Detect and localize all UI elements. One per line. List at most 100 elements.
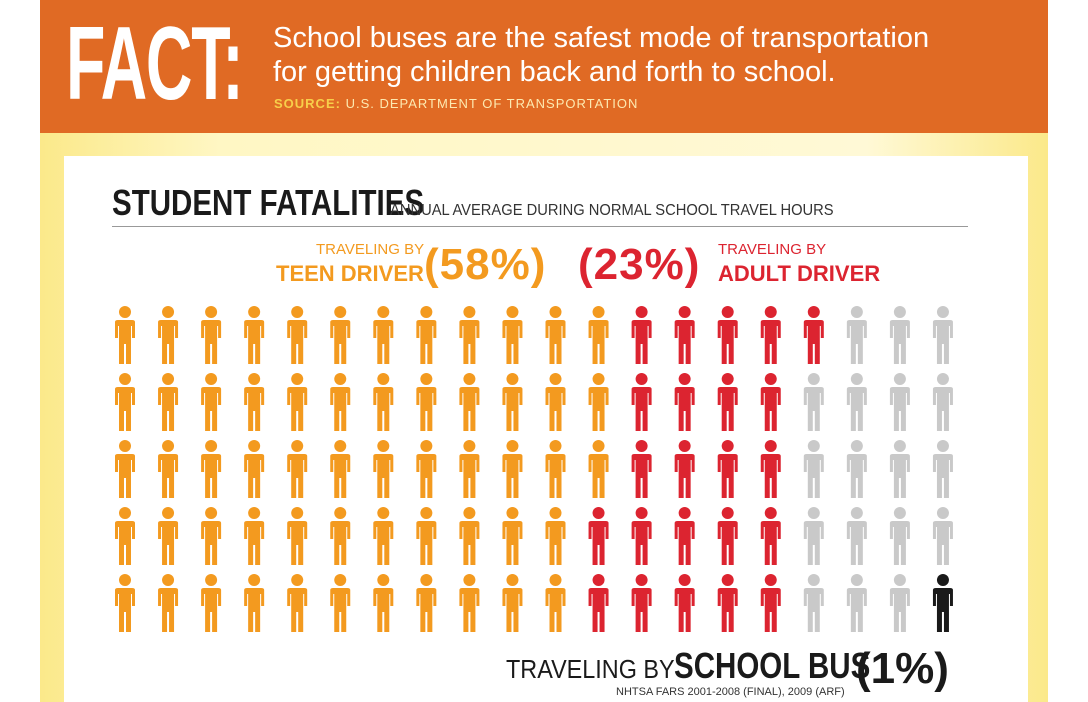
fact-banner — [40, 0, 1048, 133]
person-icon-teen-driver — [330, 373, 351, 431]
data-source-note: NHTSA FARS 2001-2008 (FINAL), 2009 (ARF) — [616, 686, 845, 698]
title-divider — [112, 226, 968, 227]
person-icon-teen-driver — [158, 507, 179, 565]
person-icon-teen-driver — [330, 440, 351, 498]
fact-heading: FACT: — [66, 6, 244, 122]
person-icon-teen-driver — [244, 440, 265, 498]
person-icon-teen-driver — [545, 306, 566, 364]
person-icon-teen-driver — [201, 373, 222, 431]
person-icon-teen-driver — [244, 306, 265, 364]
person-icon-adult-driver — [717, 440, 738, 498]
person-icon-teen-driver — [201, 574, 222, 632]
person-icon-adult-driver — [760, 306, 781, 364]
fact-statement: School buses are the safest mode of tran… — [273, 21, 1013, 89]
person-icon-other — [846, 440, 867, 498]
chart-subtitle: ANNUAL AVERAGE DURING NORMAL SCHOOL TRAV… — [390, 202, 834, 219]
person-icon-teen-driver — [373, 507, 394, 565]
bus-prefix: TRAVELING BY — [506, 654, 675, 684]
person-icon-teen-driver — [588, 440, 609, 498]
person-icon-teen-driver — [588, 306, 609, 364]
person-icon-teen-driver — [416, 440, 437, 498]
fact-source: SOURCE: U.S. DEPARTMENT OF TRANSPORTATIO… — [274, 96, 638, 111]
person-icon-teen-driver — [416, 373, 437, 431]
person-icon-teen-driver — [287, 574, 308, 632]
person-icon-other — [932, 440, 953, 498]
person-icon-adult-driver — [674, 440, 695, 498]
person-icon-teen-driver — [416, 306, 437, 364]
adult-label: ADULT DRIVER — [718, 261, 881, 286]
person-icon-adult-driver — [631, 574, 652, 632]
person-icon-teen-driver — [459, 507, 480, 565]
person-icon-adult-driver — [717, 373, 738, 431]
person-icon-adult-driver — [631, 440, 652, 498]
person-icon-teen-driver — [158, 440, 179, 498]
fact-line-2: for getting children back and forth to s… — [273, 56, 836, 88]
person-icon-adult-driver — [588, 574, 609, 632]
person-icon-teen-driver — [502, 306, 523, 364]
person-icon-teen-driver — [502, 574, 523, 632]
teen-percent: (58%) — [424, 240, 547, 289]
person-icon-teen-driver — [459, 440, 480, 498]
person-icon-teen-driver — [115, 306, 135, 364]
person-icon-teen-driver — [502, 440, 523, 498]
person-icon-other — [932, 507, 953, 565]
person-icon-adult-driver — [631, 306, 652, 364]
fact-line-1: School buses are the safest mode of tran… — [273, 22, 930, 54]
person-icon-teen-driver — [373, 306, 394, 364]
person-icon-adult-driver — [760, 507, 781, 565]
teen-prefix: TRAVELING BY — [316, 241, 425, 258]
adult-prefix: TRAVELING BY — [718, 241, 827, 258]
person-icon-adult-driver — [631, 507, 652, 565]
person-icon-other — [846, 507, 867, 565]
person-icon-teen-driver — [158, 306, 179, 364]
person-icon-teen-driver — [416, 507, 437, 565]
person-icon-teen-driver — [244, 507, 265, 565]
person-icon-adult-driver — [760, 440, 781, 498]
bus-percent: (1%) — [856, 644, 949, 693]
bus-label: SCHOOL BUS — [674, 645, 871, 686]
person-icon-teen-driver — [373, 574, 394, 632]
adult-percent: (23%) — [578, 240, 701, 289]
person-icon-teen-driver — [115, 373, 135, 431]
person-icon-other — [846, 306, 867, 364]
person-icon-teen-driver — [502, 373, 523, 431]
person-icon-teen-driver — [416, 574, 437, 632]
person-icon-teen-driver — [115, 574, 135, 632]
person-icon-other — [889, 440, 910, 498]
person-icon-teen-driver — [287, 440, 308, 498]
person-icon-teen-driver — [244, 373, 265, 431]
person-icon-adult-driver — [717, 507, 738, 565]
person-icon-adult-driver — [803, 306, 824, 364]
person-icon-adult-driver — [760, 373, 781, 431]
person-icon-other — [889, 306, 910, 364]
person-icon-teen-driver — [287, 507, 308, 565]
person-icon-teen-driver — [158, 373, 179, 431]
person-icon-other — [889, 507, 910, 565]
person-icon-teen-driver — [545, 507, 566, 565]
person-icon-teen-driver — [201, 306, 222, 364]
person-icon-teen-driver — [287, 306, 308, 364]
person-icon-other — [889, 373, 910, 431]
person-icon-other — [803, 507, 824, 565]
person-icon-teen-driver — [158, 574, 179, 632]
chart-panel — [64, 156, 1028, 702]
person-icon-teen-driver — [545, 440, 566, 498]
person-icon-teen-driver — [244, 574, 265, 632]
person-icon-teen-driver — [545, 574, 566, 632]
person-icon-other — [803, 373, 824, 431]
person-icon-teen-driver — [115, 440, 135, 498]
person-icon-adult-driver — [631, 373, 652, 431]
person-icon-teen-driver — [330, 574, 351, 632]
source-label: SOURCE: — [274, 96, 341, 111]
person-icon-other — [932, 373, 953, 431]
person-icon-other — [803, 440, 824, 498]
person-icon-adult-driver — [674, 373, 695, 431]
person-icon-adult-driver — [674, 574, 695, 632]
person-icon-other — [932, 306, 953, 364]
person-icon-school-bus — [932, 574, 953, 632]
source-text: U.S. DEPARTMENT OF TRANSPORTATION — [345, 96, 639, 111]
chart-title: STUDENT FATALITIES — [112, 182, 425, 223]
person-icon-teen-driver — [330, 306, 351, 364]
person-icon-adult-driver — [760, 574, 781, 632]
